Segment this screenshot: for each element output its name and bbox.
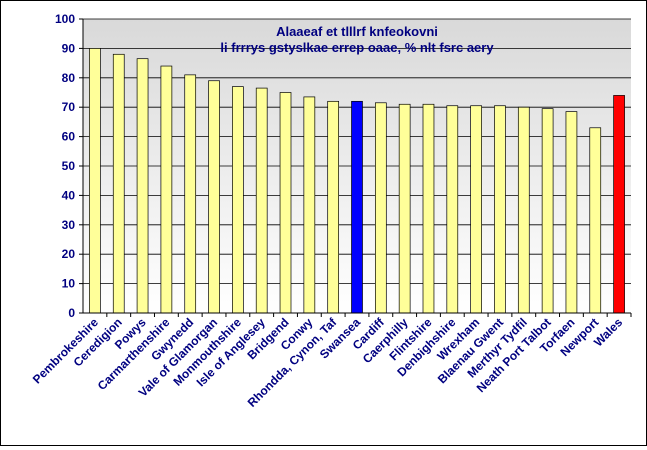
- y-tick-labels: 0 10 20 30 40 50 60 70 80 90 100: [55, 12, 83, 320]
- bar-isle-of-anglesey: [256, 88, 267, 313]
- bar-newport: [590, 128, 601, 313]
- bar-flintshire: [423, 104, 434, 313]
- y-tick-label: 0: [68, 306, 75, 320]
- bar-bridgend: [280, 93, 291, 314]
- y-tick-label: 60: [62, 130, 76, 144]
- bar-ceredigion: [113, 54, 124, 313]
- y-tick-label: 20: [62, 247, 76, 261]
- y-tick-label: 80: [62, 71, 76, 85]
- bar-powys: [137, 59, 148, 313]
- x-category-labels: PembrokeshireCeredigionPowysCarmarthensh…: [30, 313, 631, 410]
- chart-title-line-1: Alaaeaf et tlllrf knfeokovni: [276, 24, 438, 39]
- bar-monmouthshire: [232, 87, 243, 313]
- bar-caerphilly: [399, 104, 410, 313]
- bar-wrexham: [471, 106, 482, 313]
- y-tick-label: 100: [55, 12, 75, 26]
- bar-merthyr-tydfil: [518, 107, 529, 313]
- bar-wales: [614, 95, 625, 313]
- bar-swansea: [352, 101, 363, 313]
- y-tick-label: 70: [62, 100, 76, 114]
- y-tick-label: 30: [62, 218, 76, 232]
- bar-cardiff: [375, 103, 386, 313]
- bar-denbighshire: [447, 106, 458, 313]
- y-tick-label: 90: [62, 41, 76, 55]
- bar-pembrokeshire: [89, 48, 100, 313]
- bar-torfaen: [566, 112, 577, 313]
- bar-gwynedd: [185, 75, 196, 313]
- y-tick-label: 50: [62, 159, 76, 173]
- bar-neath-port-talbot: [542, 109, 553, 313]
- bar-carmarthenshire: [161, 66, 172, 313]
- chart-title-line-2: li frrrys gstyslkae errep oaae, % nlt fs…: [220, 40, 494, 55]
- y-tick-label: 10: [62, 277, 76, 291]
- bar-vale-of-glamorgan: [209, 81, 220, 313]
- bar-conwy: [304, 97, 315, 313]
- bar-blaenau-gwent: [494, 106, 505, 313]
- y-tick-label: 40: [62, 188, 76, 202]
- bar-rhondda-cynon-taf: [328, 101, 339, 313]
